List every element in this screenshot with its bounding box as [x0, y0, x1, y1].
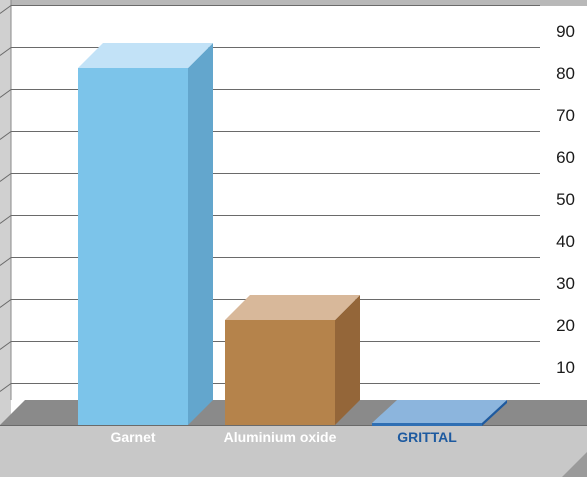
bar-top [225, 295, 360, 320]
x-category-label: Garnet [110, 429, 155, 445]
bar-front [372, 423, 482, 426]
bar-garnet [78, 43, 213, 425]
gridline-wall [0, 47, 12, 56]
floor-corner [562, 452, 587, 477]
gridline-wall [0, 131, 12, 140]
y-tick-label: 50 [556, 190, 575, 209]
top-border [0, 0, 587, 6]
floor-front [0, 425, 587, 477]
bar-aluminium-oxide [225, 295, 360, 425]
x-axis-labels: Garnet Aluminium oxide GRITTAL [110, 429, 457, 445]
gridline-wall [0, 89, 12, 98]
bar-front [225, 320, 335, 425]
bar-front [78, 68, 188, 425]
y-tick-label: 70 [556, 106, 575, 125]
bar-grittal [372, 400, 507, 426]
y-tick-label: 90 [556, 22, 575, 41]
bar-side [335, 295, 360, 425]
gridline-wall [0, 383, 12, 392]
y-tick-label: 60 [556, 148, 575, 167]
bars [78, 43, 507, 426]
x-category-label: GRITTAL [397, 429, 457, 445]
bar-side [188, 43, 213, 425]
gridline-wall [0, 257, 12, 266]
gridline-wall [0, 215, 12, 224]
y-tick-label: 80 [556, 64, 575, 83]
bar-side [482, 400, 507, 426]
bar-top [372, 400, 507, 423]
y-axis-ticks: 102030405060708090100 [556, 22, 575, 377]
x-category-label: Aluminium oxide [224, 429, 337, 445]
gridline-wall [0, 5, 12, 14]
y-tick-label: 10 [556, 358, 575, 377]
left-wall [0, 0, 11, 477]
bar-top [78, 43, 213, 68]
y-tick-label: 20 [556, 316, 575, 335]
gridline-wall [0, 299, 12, 308]
y-tick-label: 30 [556, 274, 575, 293]
gridline-wall [0, 341, 12, 350]
gridline-wall [0, 173, 12, 182]
y-tick-label: 40 [556, 232, 575, 251]
